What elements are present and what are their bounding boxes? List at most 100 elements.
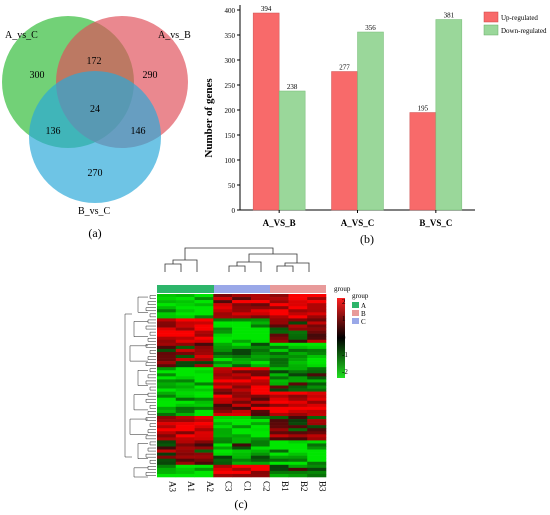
heatmap-cell [250,406,270,411]
heatmap-cell [269,388,289,392]
heatmap-cell [157,312,177,316]
heatmap-cell [307,391,327,395]
heatmap-cell [194,348,214,353]
heatmap-cell [307,440,327,444]
venn-region-a-vs-c-and-a-vs-b: 172 [87,56,102,67]
heatmap-cell [307,303,327,307]
heatmap-cell [194,309,214,313]
heatmap-cell [213,425,233,429]
heatmap-cell [232,409,252,414]
heatmap-cell [288,464,308,469]
heatmap-cell [157,449,177,453]
heatmap-cell [232,397,252,402]
heatmap-cell [307,336,327,341]
heatmap-cell [307,416,327,420]
heatmap-cell [157,391,177,395]
heatmap-cell [213,467,233,472]
heatmap-cell [175,348,195,353]
heatmap-cell [232,297,252,301]
heatmap-cell [232,312,252,316]
venn-region-all-three: 24 [90,104,100,115]
heatmap-cell [269,449,289,453]
heatmap-cell [269,400,289,405]
group-legend-swatch-a [352,302,359,308]
heatmap-cell [250,342,270,347]
heatmap-cell [269,361,289,365]
heatmap-cell [157,425,177,429]
heatmap-cell [194,443,214,447]
heatmap-cell [157,400,177,405]
heatmap-cell [307,297,327,301]
heatmap-cell [250,397,270,402]
caption-a: (a) [88,226,101,240]
heatmap-cell [157,300,177,304]
heatmap-cell [288,470,308,475]
heatmap-cell [157,306,177,310]
heatmap-cell [269,464,289,469]
heatmap-cell [288,425,308,429]
legend-swatch-down-regulated [483,24,499,36]
heatmap-cell [175,324,195,328]
heatmap-cell [213,419,233,423]
heatmap-cell [269,437,289,441]
heatmap-cell [194,467,214,472]
heatmap-cell [213,437,233,441]
heatmap-cell [157,364,177,368]
heatmap-cell [269,306,289,310]
heatmap-cell [250,412,270,417]
heatmap-cell [250,461,270,466]
heatmap-cell [175,409,195,414]
heatmap-cell [157,434,177,438]
heatmap-cell [250,409,270,414]
legend-label-up-regulated: Up-regulated [501,14,538,22]
heatmap-cells [157,294,327,478]
bar-y-tick-label: 50 [228,182,236,190]
heatmap-cell [232,422,252,426]
heatmap-cell [288,428,308,432]
heatmap-cell [194,355,214,359]
heatmap-cell [288,419,308,423]
heatmap-cell [232,470,252,475]
heatmap-cell [269,397,289,402]
heatmap-cell [307,449,327,453]
heatmap-cell [288,376,308,380]
heatmap-cell [213,318,233,322]
heatmap-cell [213,412,233,417]
bar-down-a-vs-c [357,31,384,211]
heatmap-cell [175,400,195,405]
heatmap-cell [307,443,327,447]
legend-swatch-up-regulated [483,11,499,23]
heatmap-column-label: B3 [318,481,328,492]
heatmap-cell [213,385,233,389]
heatmap-cell [307,309,327,313]
heatmap-cell [250,403,270,408]
heatmap-cell [157,437,177,441]
heatmap-cell [269,376,289,380]
heatmap-cell [288,385,308,389]
heatmap-cell [194,376,214,380]
bar-value-label: 238 [287,83,298,91]
heatmap-cell [307,403,327,408]
heatmap-cell [232,449,252,453]
heatmap-cell [213,309,233,313]
heatmap-cell [213,388,233,392]
heatmap-cell [213,376,233,380]
bar-value-label: 195 [418,105,429,113]
heatmap-cell [175,358,195,362]
heatmap-cell [175,388,195,392]
heatmap-cell [288,318,308,322]
venn-circle-b-vs-c [29,71,161,203]
heatmap-cell [232,391,252,395]
heatmap-cell [232,467,252,472]
color-scale-tick-1: 1 [342,315,346,323]
heatmap-cell [288,306,308,310]
heatmap-cell [250,449,270,453]
heatmap-cell [232,416,252,420]
heatmap-cell [157,370,177,374]
heatmap-cell [288,327,308,331]
heatmap-cell [194,428,214,432]
heatmap-cell [269,452,289,456]
heatmap-cell [288,412,308,417]
heatmap-cell [194,342,214,347]
heatmap-cell [288,400,308,405]
